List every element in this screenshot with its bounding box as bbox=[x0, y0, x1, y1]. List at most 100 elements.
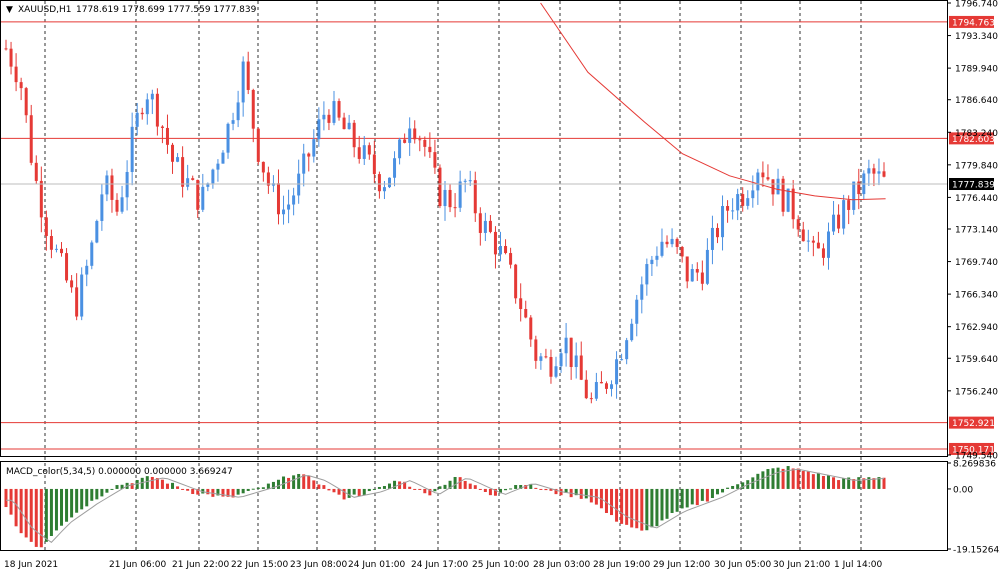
macd-bar bbox=[312, 480, 316, 489]
macd-bar bbox=[685, 488, 689, 508]
x-tick-label: 25 Jun 10:00 bbox=[472, 560, 529, 570]
candle-body bbox=[488, 220, 492, 232]
candle-body bbox=[332, 101, 336, 123]
candle-body bbox=[786, 188, 790, 212]
macd-bar bbox=[29, 488, 33, 542]
macd-bar bbox=[80, 488, 84, 510]
candle-body bbox=[211, 169, 215, 184]
candle-body bbox=[155, 93, 159, 127]
level-tag bbox=[949, 15, 994, 28]
candle-body bbox=[181, 157, 185, 187]
candle-body bbox=[579, 355, 583, 380]
candle-body bbox=[564, 337, 568, 354]
candle-body bbox=[398, 139, 402, 159]
candle-body bbox=[801, 229, 805, 242]
candle-body bbox=[408, 128, 412, 143]
candle-body bbox=[589, 398, 593, 400]
candle-body bbox=[453, 207, 457, 209]
candle-body bbox=[680, 246, 684, 257]
current-price-label: 1777.839 bbox=[952, 181, 995, 191]
candle-body bbox=[317, 119, 321, 140]
candle-body bbox=[806, 240, 810, 242]
candle-body bbox=[413, 128, 417, 140]
macd-bar bbox=[322, 485, 326, 489]
candle-body bbox=[630, 323, 634, 341]
macd-bar bbox=[24, 488, 28, 538]
macd-bar bbox=[282, 476, 286, 489]
macd-bar bbox=[776, 467, 780, 489]
x-tick-label: 30 Jun 05:00 bbox=[714, 560, 771, 570]
macd-bar bbox=[307, 476, 311, 489]
candle-body bbox=[826, 231, 830, 258]
macd-bar bbox=[786, 466, 790, 489]
macd-bar bbox=[206, 488, 210, 495]
macd-bar bbox=[766, 469, 770, 489]
candle-body bbox=[615, 359, 619, 385]
candle-body bbox=[650, 259, 654, 265]
macd-bar bbox=[34, 488, 38, 547]
macd-bar bbox=[70, 488, 74, 518]
macd-bar bbox=[488, 488, 492, 496]
candle-body bbox=[231, 120, 235, 124]
candle-body bbox=[206, 183, 210, 187]
macd-bar bbox=[403, 481, 407, 489]
macd-bar bbox=[216, 488, 220, 496]
candle-body bbox=[292, 195, 296, 205]
macd-bar bbox=[493, 488, 497, 496]
macd-bar bbox=[165, 483, 169, 489]
candle-body bbox=[705, 249, 709, 284]
collapse-arrow-icon[interactable]: ▼ bbox=[6, 5, 13, 15]
candle-body bbox=[852, 181, 856, 210]
candle-body bbox=[448, 189, 452, 208]
candle-body bbox=[726, 206, 730, 211]
candle-body bbox=[367, 145, 371, 155]
candle-body bbox=[710, 227, 714, 250]
candle-body bbox=[695, 269, 699, 273]
candle-body bbox=[554, 366, 558, 377]
candle-body bbox=[458, 181, 462, 208]
candle-body bbox=[418, 139, 422, 141]
macd-bar bbox=[54, 488, 58, 531]
candle-body bbox=[171, 144, 175, 162]
candle-body bbox=[478, 213, 482, 233]
candle-body bbox=[544, 356, 548, 358]
candle-body bbox=[519, 298, 523, 310]
macd-bar bbox=[771, 468, 775, 489]
macd-bar bbox=[120, 484, 124, 489]
candle-body bbox=[241, 61, 245, 103]
macd-bar bbox=[610, 488, 614, 516]
candle-body bbox=[821, 248, 825, 258]
macd-bar bbox=[675, 488, 679, 512]
y-tick-label: 1789.940 bbox=[955, 65, 998, 75]
macd-bar bbox=[463, 480, 467, 489]
candle-body bbox=[196, 179, 200, 210]
y-tick-label: 1769.740 bbox=[955, 258, 998, 268]
macd-bar bbox=[100, 488, 104, 497]
candle-body bbox=[19, 82, 23, 89]
candle-body bbox=[201, 186, 205, 210]
candle-body bbox=[483, 220, 487, 233]
x-tick-label: 30 Jun 21:00 bbox=[773, 560, 830, 570]
candle-body bbox=[352, 122, 356, 148]
macd-bar bbox=[690, 488, 694, 505]
macd-bar bbox=[867, 477, 871, 489]
candle-body bbox=[266, 172, 270, 186]
macd-bar bbox=[181, 488, 185, 490]
candle-body bbox=[9, 48, 13, 67]
macd-bar bbox=[604, 488, 608, 513]
macd-bar bbox=[756, 473, 760, 489]
y-tick-label: 1759.640 bbox=[955, 355, 998, 365]
axis-labels: 1794.763 1782.603 1752.921 1750.171 1796.740… bbox=[4, 0, 1000, 570]
candle-body bbox=[4, 48, 8, 50]
candle-body bbox=[539, 356, 543, 361]
candle-body bbox=[176, 157, 180, 162]
ohlc-readout: 1778.619 1778.699 1777.559 1777.839 bbox=[76, 5, 257, 15]
candle-body bbox=[599, 382, 603, 384]
macd-bar bbox=[524, 485, 528, 489]
candle-body bbox=[322, 114, 326, 120]
candle-body bbox=[635, 299, 639, 324]
candle-body bbox=[261, 161, 265, 173]
macd-signal-line bbox=[6, 468, 885, 543]
macd-bar bbox=[826, 475, 830, 489]
